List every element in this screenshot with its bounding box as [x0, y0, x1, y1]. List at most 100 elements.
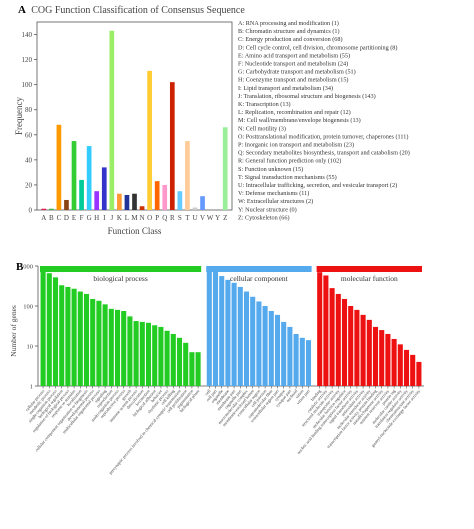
- legend-entry: F: Nucleotide transport and metabolism (…: [238, 61, 348, 68]
- cog-chart-title: COG Function Classification of Consensus…: [31, 5, 245, 16]
- go-bar: [206, 269, 212, 386]
- legend-entry: R: General function prediction only (102…: [238, 158, 341, 165]
- cog-plot-frame: [36, 21, 233, 211]
- cog-bar-V: [200, 196, 205, 210]
- go-bar: [127, 316, 133, 386]
- legend-entry: B: Chromatin structure and dynamics (1): [238, 28, 340, 35]
- go-bar: [59, 285, 65, 386]
- x-tick-label: N: [140, 214, 145, 222]
- go-bar: [379, 330, 385, 386]
- go-bar: [281, 321, 287, 386]
- cog-bar-R: [169, 82, 175, 210]
- go-bar: [83, 293, 90, 386]
- cog-x-axis-label: Function Class: [108, 226, 162, 236]
- group-label: biological process: [93, 274, 147, 283]
- y-tick-label: 120: [22, 56, 33, 64]
- cog-bar-S: [177, 191, 183, 210]
- go-chart-panel: B 1 10 100 1000 Number of genes biological pro…: [0, 260, 474, 524]
- go-bar: [77, 291, 83, 386]
- cog-bar-L: [124, 194, 130, 210]
- y-tick-label: 100: [22, 81, 33, 89]
- legend-entry: M: Cell wall/membrane/envelope biogenesi…: [238, 117, 361, 124]
- cog-bar-Z: [222, 127, 228, 210]
- legend-entry: U: Intracellular trafficking, secretion,…: [238, 182, 397, 189]
- legend-entry: Y: Nuclear structure (0): [238, 206, 297, 213]
- panel-label-b: B: [16, 261, 24, 273]
- legend-entry: H: Coenzyme transport and metabolism (15…: [238, 77, 349, 84]
- legend-entry: K: Transcription (13): [238, 101, 291, 108]
- group-header-bar: [206, 266, 312, 272]
- legend-entry: A: RNA processing and modification (1): [238, 20, 339, 27]
- legend-entry: C: Energy production and conversion (68): [238, 36, 343, 43]
- x-tick-label: virion: [294, 388, 305, 400]
- go-bar: [287, 326, 293, 386]
- x-tick-label: E: [72, 214, 76, 222]
- cog-bar-A: [41, 208, 47, 210]
- y-tick-label: 10: [27, 344, 34, 351]
- legend-entry: W: Extracellular structures (2): [238, 198, 313, 205]
- x-tick-label: Y: [215, 214, 220, 222]
- y-tick-label: 40: [25, 156, 33, 164]
- x-tick-label: R: [170, 214, 175, 222]
- cog-bar-D: [64, 199, 69, 210]
- x-tick-label: cell: [204, 388, 212, 397]
- x-tick-label: A: [41, 214, 46, 222]
- x-tick-label: V: [200, 214, 205, 222]
- x-tick-label: O: [147, 214, 152, 222]
- go-bar: [195, 352, 201, 386]
- x-tick-label: H: [94, 214, 99, 222]
- x-tick-label: P: [155, 214, 159, 222]
- go-bar: [52, 277, 59, 386]
- cog-y-axis-label: Frequency: [14, 97, 24, 135]
- go-bar: [268, 310, 274, 386]
- go-bar: [71, 288, 77, 386]
- go-bar: [360, 314, 366, 386]
- go-bar: [158, 326, 164, 386]
- cog-bar-M: [132, 193, 137, 210]
- go-bar: [40, 270, 46, 386]
- x-tick-label: I: [103, 214, 106, 222]
- go-chart-svg: B 1 10 100 1000 Number of genes biological pro…: [9, 261, 424, 475]
- cog-bar-U: [192, 207, 198, 210]
- legend-entry: G: Carbohydrate transport and metabolism…: [238, 69, 356, 76]
- legend-entry: J: Translation, ribosomal structure and …: [238, 93, 376, 100]
- x-tick-label: Q: [162, 214, 167, 222]
- go-bar: [416, 361, 422, 386]
- legend-entry: S: Function unknown (15): [238, 166, 303, 173]
- x-tick-label: T: [185, 214, 190, 222]
- go-bar: [348, 306, 354, 386]
- cog-chart-panel: A COG Function Classification of Consensu…: [0, 0, 474, 260]
- go-bar: [164, 330, 170, 386]
- go-bar: [183, 342, 189, 386]
- legend-entry: Z: Cytoskeleton (66): [238, 214, 290, 221]
- x-tick-label: W: [207, 214, 214, 222]
- legend-entry: V: Defense mechanisms (11): [238, 190, 309, 197]
- x-tick-label: M: [131, 214, 138, 222]
- go-bar: [385, 333, 391, 386]
- go-bar: [231, 282, 237, 386]
- cog-bar-G: [86, 146, 92, 210]
- go-bar: [189, 352, 195, 386]
- x-tick-label: G: [87, 214, 92, 222]
- y-tick-label: 100: [23, 304, 33, 311]
- x-tick-label: C: [57, 214, 62, 222]
- go-bar: [262, 306, 268, 386]
- cog-bar-O: [147, 70, 152, 210]
- x-tick-label: J: [110, 214, 113, 222]
- cog-bar-T: [185, 141, 190, 210]
- go-bar: [176, 337, 183, 386]
- group-header-bar: [40, 266, 202, 272]
- go-bar: [299, 337, 305, 386]
- cog-chart-svg: A COG Function Classification of Consensu…: [14, 4, 410, 236]
- x-tick-label: L: [125, 214, 129, 222]
- go-y-axis-label: Number of genes: [9, 305, 18, 357]
- go-bar: [108, 308, 114, 386]
- go-bar: [152, 325, 158, 386]
- y-tick-label: 60: [25, 131, 33, 139]
- x-tick-label: B: [49, 214, 54, 222]
- y-tick-label: 20: [25, 181, 33, 189]
- go-bar: [305, 340, 312, 386]
- go-bar: [212, 270, 219, 386]
- go-bar: [410, 354, 416, 386]
- legend-entry: N: Cell motility (3): [238, 125, 286, 132]
